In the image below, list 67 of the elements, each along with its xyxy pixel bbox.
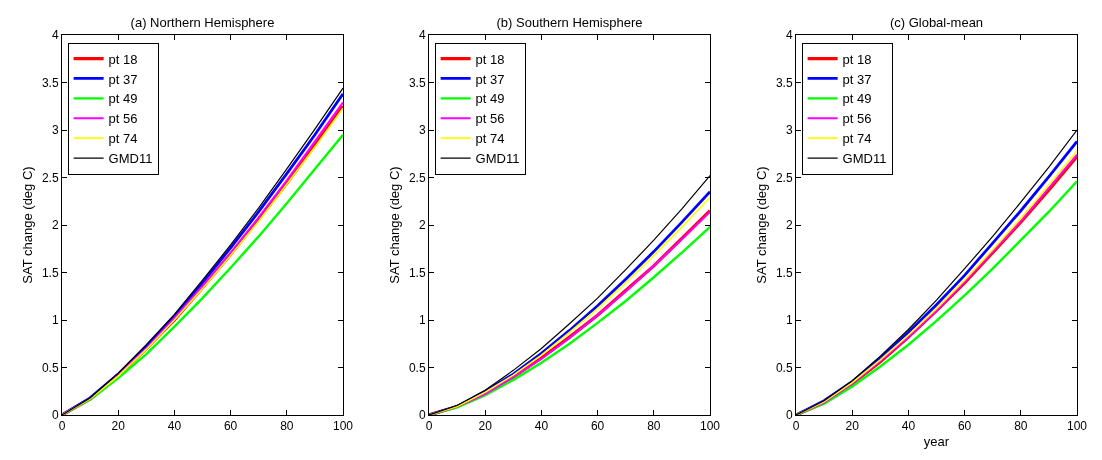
x-tick-label: 20	[478, 419, 493, 434]
legend-label: GMD11	[842, 151, 887, 167]
y-tick-label: 2.5	[775, 170, 793, 185]
x-axis-title: year	[923, 434, 950, 449]
y-tick-label: 2.5	[41, 170, 59, 185]
legend-label: pt 18	[475, 51, 505, 67]
y-axis-title: SAT change (deg C)	[753, 166, 769, 284]
x-tick-label: 40	[901, 419, 916, 434]
y-tick-label: 1	[785, 313, 793, 328]
legend-label: pt 49	[842, 91, 872, 107]
y-tick-label: 2	[418, 218, 426, 233]
y-axis-title: SAT change (deg C)	[19, 166, 35, 284]
legend-label: GMD11	[475, 151, 520, 167]
x-tick-label: 60	[590, 419, 605, 434]
legend-label: GMD11	[108, 151, 153, 167]
legend-label: pt 18	[108, 51, 138, 67]
legend-label: pt 49	[475, 91, 505, 107]
y-tick-label: 0	[51, 408, 59, 423]
legend-label: pt 56	[842, 111, 872, 127]
y-tick-label: 3	[51, 123, 59, 138]
y-tick-label: 4	[785, 28, 793, 43]
x-tick-label: 100	[699, 419, 721, 434]
x-tick-label: 100	[332, 419, 354, 434]
y-tick-label: 1	[51, 313, 59, 328]
x-tick-label: 40	[167, 419, 182, 434]
legend-label: pt 18	[842, 51, 872, 67]
legend-label: pt 74	[475, 131, 505, 147]
y-tick-label: 2.5	[408, 170, 426, 185]
legend-label: pt 37	[108, 71, 138, 87]
y-tick-label: 0.5	[408, 360, 426, 375]
x-tick-label: 80	[1014, 419, 1028, 434]
legend-label: pt 56	[475, 111, 505, 127]
y-tick-label: 3.5	[408, 75, 426, 90]
y-tick-label: 2	[785, 218, 793, 233]
y-tick-label: 1.5	[775, 265, 793, 280]
y-tick-label: 3	[418, 123, 426, 138]
y-tick-label: 1	[418, 313, 426, 328]
legend-label: pt 37	[475, 71, 505, 87]
x-tick-label: 40	[534, 419, 549, 434]
chart-title: (a) Northern Hemisphere	[130, 14, 275, 30]
y-tick-label: 0	[785, 408, 793, 423]
y-tick-label: 0	[418, 408, 426, 423]
legend-label: pt 74	[842, 131, 872, 147]
y-tick-label: 3.5	[775, 75, 793, 90]
x-tick-label: 60	[957, 419, 972, 434]
x-tick-label: 60	[223, 419, 238, 434]
chart-title: (b) Southern Hemisphere	[496, 14, 643, 30]
legend-label: pt 37	[842, 71, 872, 87]
y-axis-title: SAT change (deg C)	[386, 166, 402, 284]
legend-label: pt 56	[108, 111, 138, 127]
chart-title: (c) Global-mean	[889, 14, 984, 30]
y-tick-label: 3	[785, 123, 793, 138]
y-tick-label: 4	[418, 28, 426, 43]
y-tick-label: 0.5	[775, 360, 793, 375]
legend-label: pt 49	[108, 91, 138, 107]
x-tick-label: 100	[1066, 419, 1088, 434]
y-tick-label: 0.5	[41, 360, 59, 375]
y-tick-label: 1.5	[408, 265, 426, 280]
y-tick-label: 2	[51, 218, 59, 233]
x-tick-label: 20	[845, 419, 860, 434]
y-tick-label: 1.5	[41, 265, 59, 280]
y-tick-label: 3.5	[41, 75, 59, 90]
x-tick-label: 80	[647, 419, 661, 434]
x-tick-label: 80	[280, 419, 294, 434]
y-tick-label: 4	[51, 28, 59, 43]
legend-label: pt 74	[108, 131, 138, 147]
x-tick-label: 20	[111, 419, 126, 434]
